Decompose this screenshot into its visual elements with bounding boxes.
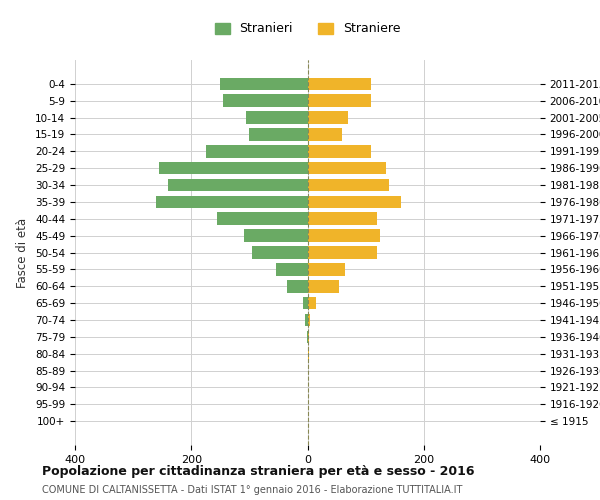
Bar xyxy=(250,128,308,141)
Bar xyxy=(159,162,308,174)
Bar xyxy=(206,145,308,158)
Bar xyxy=(308,196,401,208)
Bar xyxy=(244,230,308,242)
Legend: Stranieri, Straniere: Stranieri, Straniere xyxy=(208,16,407,42)
Bar xyxy=(308,145,371,158)
Bar xyxy=(308,314,310,326)
Bar xyxy=(157,196,308,208)
Bar xyxy=(308,297,316,310)
Bar xyxy=(308,128,343,141)
Bar xyxy=(220,78,308,90)
Bar xyxy=(275,263,308,276)
Bar xyxy=(308,111,348,124)
Bar xyxy=(252,246,308,259)
Bar xyxy=(308,263,345,276)
Bar xyxy=(308,178,389,192)
Bar xyxy=(168,178,308,192)
Bar xyxy=(305,314,308,326)
Bar xyxy=(247,111,308,124)
Bar xyxy=(308,212,377,225)
Y-axis label: Fasce di età: Fasce di età xyxy=(16,218,29,288)
Text: Popolazione per cittadinanza straniera per età e sesso - 2016: Popolazione per cittadinanza straniera p… xyxy=(42,465,475,478)
Bar xyxy=(308,246,377,259)
Bar xyxy=(308,162,386,174)
Text: COMUNE DI CALTANISSETTA - Dati ISTAT 1° gennaio 2016 - Elaborazione TUTTITALIA.I: COMUNE DI CALTANISSETTA - Dati ISTAT 1° … xyxy=(42,485,463,495)
Bar xyxy=(308,78,371,90)
Bar xyxy=(303,297,308,310)
Bar xyxy=(287,280,308,292)
Bar xyxy=(217,212,308,225)
Bar xyxy=(308,94,371,107)
Bar xyxy=(223,94,308,107)
Bar xyxy=(308,280,340,292)
Bar xyxy=(308,230,380,242)
